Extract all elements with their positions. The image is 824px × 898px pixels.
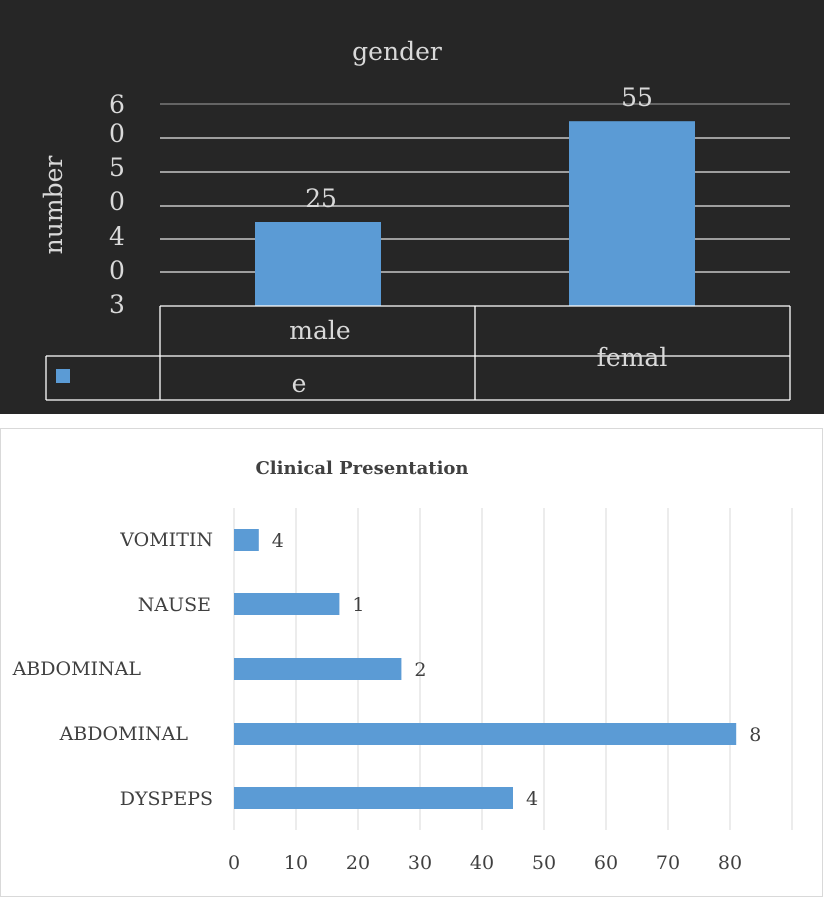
bar	[234, 593, 340, 615]
category-table	[45, 305, 791, 401]
x-tick-label: 50	[532, 852, 556, 874]
category-label: DYSPEPS	[120, 788, 213, 810]
data-label: 4	[272, 530, 284, 552]
bar	[234, 658, 402, 680]
x-tick-label: 30	[408, 852, 432, 874]
bar-male	[255, 222, 381, 306]
category-label: male	[289, 316, 350, 345]
bar	[234, 529, 259, 551]
y-tick-label: 3	[109, 290, 125, 319]
category-labels: VOMITIN NAUSE ABDOMINAL ABDOMINAL DYSPEP…	[12, 529, 213, 810]
data-label: 4	[526, 788, 538, 810]
y-tick-label: 4	[109, 222, 125, 251]
category-label: e	[292, 369, 307, 398]
category-label: femal	[597, 343, 668, 372]
x-tick-labels: 0 10 20 30 40 50 60 70 80	[228, 852, 742, 874]
chart-title: Clinical Presentation	[255, 458, 468, 479]
gender-chart: gender number 6 0 5 0 4 0 3 25 55 male e…	[0, 0, 824, 414]
data-label: 1	[352, 594, 364, 616]
y-tick-label: 6	[109, 90, 125, 119]
bar	[234, 787, 513, 809]
y-tick-label: 0	[109, 119, 125, 148]
bar-female	[569, 121, 695, 306]
x-tick-label: 10	[284, 852, 308, 874]
legend-swatch	[56, 369, 70, 383]
data-label: 8	[749, 724, 761, 746]
x-tick-label: 20	[346, 852, 370, 874]
x-tick-label: 60	[594, 852, 618, 874]
data-label: 2	[414, 659, 426, 681]
category-label: ABDOMINAL	[12, 658, 142, 680]
data-label: 25	[305, 184, 337, 213]
x-tick-label: 80	[718, 852, 742, 874]
y-tick-labels: 6 0 5 0 4 0 3	[109, 90, 125, 319]
chart-title: gender	[352, 37, 442, 66]
y-axis-label: number	[39, 156, 68, 255]
category-label: ABDOMINAL	[59, 723, 189, 745]
category-label: VOMITIN	[119, 529, 213, 551]
y-tick-label: 0	[109, 187, 125, 216]
category-label: NAUSE	[138, 594, 211, 616]
y-tick-label: 5	[109, 153, 125, 182]
data-label: 55	[621, 83, 653, 112]
y-tick-label: 0	[109, 256, 125, 285]
x-tick-label: 0	[228, 852, 240, 874]
bar	[234, 723, 737, 745]
chart-background	[0, 428, 823, 897]
x-tick-label: 40	[470, 852, 494, 874]
x-tick-label: 70	[656, 852, 680, 874]
